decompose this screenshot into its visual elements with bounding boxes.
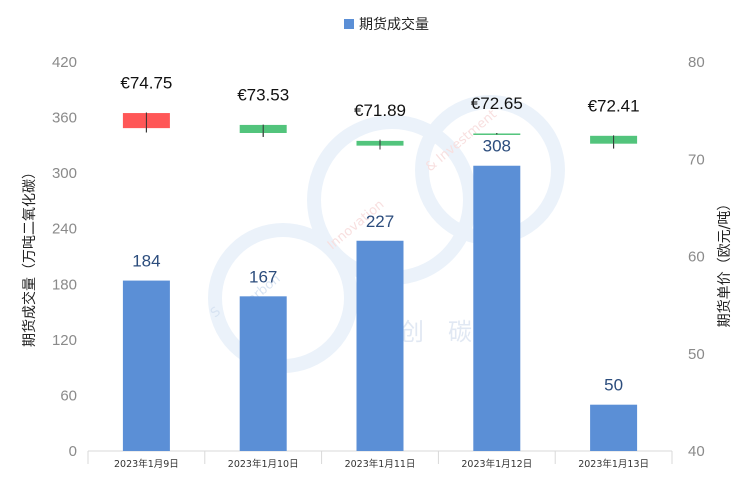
x-tick-3: 2023年1月12日 — [461, 458, 532, 470]
price-label-2: €71.89 — [354, 101, 406, 120]
y-right-axis-title: 期货单价（欧元/吨） — [716, 197, 733, 328]
y-left-tick-6: 360 — [52, 110, 77, 127]
bar-value-label-2: 227 — [366, 212, 394, 231]
y-left-tick-4: 240 — [52, 221, 77, 238]
y-left-tick-7: 420 — [52, 54, 77, 71]
legend: 期货成交量 — [344, 16, 429, 33]
y-left-tick-2: 120 — [52, 332, 77, 349]
y-left-tick-3: 180 — [52, 276, 77, 293]
y-left-ticks: 0 60 120 180 240 300 360 420 — [52, 54, 77, 460]
bar-4 — [590, 404, 638, 451]
bar-value-label-4: 50 — [604, 376, 623, 395]
y-left-axis-title: 期货成交量（万吨二氧化碳） — [21, 165, 38, 347]
y-left-tick-5: 300 — [52, 165, 77, 182]
bar-3 — [473, 165, 521, 451]
price-label-0: €74.75 — [120, 74, 172, 93]
candles: €74.75 €73.53 €71.89 €72.65 €72.41 — [120, 74, 640, 150]
watermark-char-2: 碳 — [448, 318, 472, 346]
y-right-tick-2: 60 — [688, 249, 705, 266]
y-right-tick-4: 80 — [688, 54, 705, 71]
y-left-tick-1: 60 — [60, 387, 77, 404]
price-label-1: €73.53 — [237, 86, 289, 105]
x-tick-4: 2023年1月13日 — [578, 458, 649, 470]
watermark-char-1: 创 — [400, 318, 424, 346]
bar-value-label-1: 167 — [249, 267, 277, 286]
x-tick-2: 2023年1月11日 — [345, 458, 416, 470]
bar-value-label-0: 184 — [132, 252, 160, 271]
y-right-tick-3: 70 — [688, 151, 705, 168]
legend-swatch — [344, 19, 354, 29]
bars: 184 167 227 308 50 — [122, 137, 638, 451]
price-label-4: €72.41 — [588, 96, 640, 115]
y-right-tick-0: 40 — [688, 443, 705, 460]
y-right-ticks: 40 50 60 70 80 — [688, 54, 705, 460]
x-ticks: 2023年1月9日 2023年1月10日 2023年1月11日 2023年1月12日 2… — [87, 451, 673, 470]
legend-label: 期货成交量 — [359, 16, 429, 33]
bar-2 — [356, 240, 404, 451]
y-right-tick-1: 50 — [688, 346, 705, 363]
bar-1 — [239, 296, 287, 451]
bar-0 — [122, 280, 170, 451]
x-tick-1: 2023年1月10日 — [228, 458, 299, 470]
y-left-tick-0: 0 — [69, 443, 77, 460]
price-label-3: €72.65 — [471, 94, 523, 113]
bar-value-label-3: 308 — [483, 137, 511, 156]
x-tick-0: 2023年1月9日 — [114, 458, 179, 470]
